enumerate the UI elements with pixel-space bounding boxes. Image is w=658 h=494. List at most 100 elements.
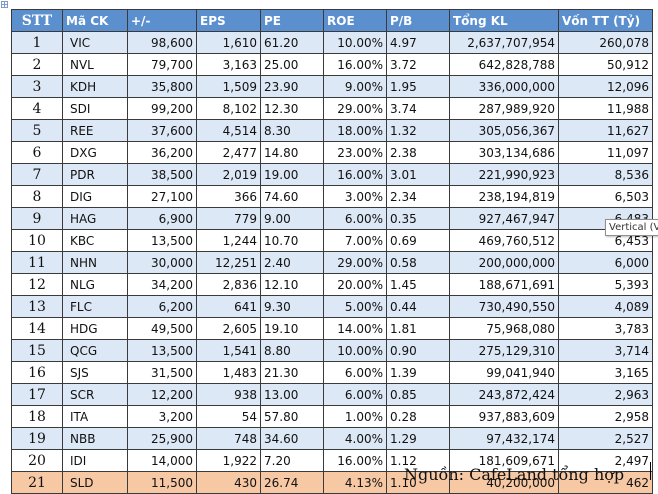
cell-change: 6,200 — [127, 295, 197, 318]
cell-change: 11,500 — [127, 471, 197, 494]
table-row: 11 NHN 30,000 12,251 2.40 29.00% 0.58 200,000,0… — [11, 251, 653, 274]
stock-table: STT Mã CK +/- EPS PE ROE P/B Tổng KL Vốn… — [11, 9, 653, 494]
cell-roe: 29.00% — [323, 251, 387, 274]
table-move-handle-icon[interactable] — [1, 1, 8, 8]
cell-roe: 10.00% — [323, 339, 387, 362]
cell-ticker: FLC — [62, 295, 128, 318]
cell-change: 35,800 — [127, 75, 197, 98]
cell-volume: 642,828,788 — [449, 53, 559, 76]
cell-eps: 1,483 — [196, 361, 261, 384]
cell-stt: 20 — [11, 449, 63, 472]
cell-change: 34,200 — [127, 273, 197, 296]
table-row: 3 KDH 35,800 1,509 23.90 9.00% 1.95 336,000,000… — [11, 75, 653, 98]
cell-ticker: PDR — [62, 163, 128, 186]
cell-eps: 1,244 — [196, 229, 261, 252]
cell-market-cap: 2,963 — [558, 383, 653, 406]
cell-volume: 188,671,691 — [449, 273, 559, 296]
cell-volume: 336,000,000 — [449, 75, 559, 98]
cell-pe: 19.10 — [260, 317, 324, 340]
cell-pb: 0.69 — [386, 229, 450, 252]
cell-stt: 17 — [11, 383, 63, 406]
cell-pb: 2.38 — [386, 141, 450, 164]
table-row: 16 SJS 31,500 1,483 21.30 6.00% 1.39 99,041,940… — [11, 361, 653, 384]
cell-roe: 5.00% — [323, 295, 387, 318]
cell-change: 14,000 — [127, 449, 197, 472]
table-row: 8 DIG 27,100 366 74.60 3.00% 2.34 238,194,819 6,… — [11, 185, 653, 208]
cell-market-cap: 5,393 — [558, 273, 653, 296]
cell-eps: 54 — [196, 405, 261, 428]
cell-ticker: HDG — [62, 317, 128, 340]
cell-roe: 20.00% — [323, 273, 387, 296]
cell-change: 37,600 — [127, 119, 197, 142]
table-row: 5 REE 37,600 4,514 8.30 18.00% 1.32 305,056,367… — [11, 119, 653, 142]
cell-stt: 6 — [11, 141, 63, 164]
cell-volume: 97,432,174 — [449, 427, 559, 450]
cell-eps: 1,541 — [196, 339, 261, 362]
cell-change: 99,200 — [127, 97, 197, 120]
cell-ticker: DIG — [62, 185, 128, 208]
cell-stt: 10 — [11, 229, 63, 252]
cell-stt: 14 — [11, 317, 63, 340]
cell-stt: 2 — [11, 53, 63, 76]
table-row: 14 HDG 49,500 2,605 19.10 14.00% 1.81 75,968,08… — [11, 317, 653, 340]
cell-volume: 99,041,940 — [449, 361, 559, 384]
cell-ticker: DXG — [62, 141, 128, 164]
cell-ticker: NBB — [62, 427, 128, 450]
cell-pe: 23.90 — [260, 75, 324, 98]
table-row: 7 PDR 38,500 2,019 19.00 16.00% 3.01 221,990,92… — [11, 163, 653, 186]
cell-market-cap: 12,096 — [558, 75, 653, 98]
cell-eps: 3,163 — [196, 53, 261, 76]
cell-pe: 14.80 — [260, 141, 324, 164]
cell-market-cap: 260,078 — [558, 31, 653, 54]
cell-pb: 0.90 — [386, 339, 450, 362]
cell-stt: 21 — [11, 471, 63, 494]
cell-market-cap: 2,497 — [558, 449, 653, 472]
table-row: 12 NLG 34,200 2,836 12.10 20.00% 1.45 188,671,6… — [11, 273, 653, 296]
cell-change: 38,500 — [127, 163, 197, 186]
cell-volume: 243,872,424 — [449, 383, 559, 406]
cell-volume: 305,056,367 — [449, 119, 559, 142]
cell-eps: 12,251 — [196, 251, 261, 274]
cell-pe: 12.10 — [260, 273, 324, 296]
cell-volume: 75,968,080 — [449, 317, 559, 340]
cell-eps: 779 — [196, 207, 261, 230]
cell-market-cap: 50,912 — [558, 53, 653, 76]
cell-stt: 11 — [11, 251, 63, 274]
col-header-volume: Tổng KL — [449, 9, 559, 32]
cell-volume: 238,194,819 — [449, 185, 559, 208]
cell-market-cap: 3,783 — [558, 317, 653, 340]
cell-stt: 1 — [11, 31, 63, 54]
cell-pb: 3.74 — [386, 97, 450, 120]
cell-change: 6,900 — [127, 207, 197, 230]
cell-pb: 2.34 — [386, 185, 450, 208]
cell-volume: 937,883,609 — [449, 405, 559, 428]
cell-roe: 16.00% — [323, 53, 387, 76]
cell-stt: 12 — [11, 273, 63, 296]
cell-eps: 430 — [196, 471, 261, 494]
cell-stt: 7 — [11, 163, 63, 186]
cell-pe: 74.60 — [260, 185, 324, 208]
cell-pe: 25.00 — [260, 53, 324, 76]
cell-market-cap: 11,627 — [558, 119, 653, 142]
cell-stt: 19 — [11, 427, 63, 450]
cell-pb: 0.58 — [386, 251, 450, 274]
cell-roe: 16.00% — [323, 449, 387, 472]
cell-pe: 9.30 — [260, 295, 324, 318]
cell-market-cap: 4,089 — [558, 295, 653, 318]
cell-volume: 221,990,923 — [449, 163, 559, 186]
cell-change: 98,600 — [127, 31, 197, 54]
cell-market-cap: 11,988 — [558, 97, 653, 120]
tooltip: Vertical (V — [605, 219, 658, 236]
cell-stt: 18 — [11, 405, 63, 428]
cell-pb: 0.28 — [386, 405, 450, 428]
cell-pe: 10.70 — [260, 229, 324, 252]
cell-pb: 1.39 — [386, 361, 450, 384]
cell-volume: 927,467,947 — [449, 207, 559, 230]
cell-roe: 6.00% — [323, 383, 387, 406]
cell-stt: 5 — [11, 119, 63, 142]
cell-roe: 23.00% — [323, 141, 387, 164]
cell-change: 12,200 — [127, 383, 197, 406]
cell-roe: 1.00% — [323, 405, 387, 428]
cell-roe: 9.00% — [323, 75, 387, 98]
cell-stt: 3 — [11, 75, 63, 98]
